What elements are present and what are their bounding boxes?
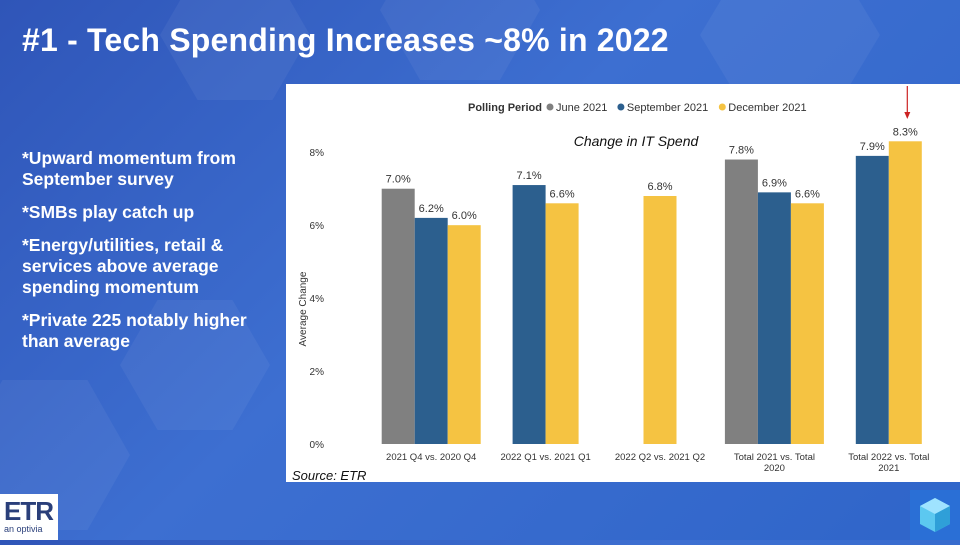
etr-logo-subtext: an optivia [4, 524, 43, 534]
bullet-list: *Upward momentum from September survey *… [22, 148, 290, 364]
data-label: 6.6% [795, 188, 820, 200]
chart-title: Change in IT Spend [574, 133, 700, 149]
bar-chart: Polling Period June 2021 September 2021 Dec… [298, 86, 929, 474]
legend-marker [617, 103, 625, 111]
legend-title: Polling Period [468, 102, 542, 114]
x-tick-label: 2022 Q2 vs. 2021 Q2 [615, 452, 705, 463]
y-tick-label: 6% [310, 221, 325, 232]
y-tick-label: 0% [310, 440, 325, 451]
cube-logo-icon [910, 490, 960, 540]
data-label: 7.1% [517, 170, 542, 182]
source-label: Source: ETR [292, 468, 367, 483]
bar [447, 225, 481, 444]
y-tick-label: 4% [310, 294, 325, 305]
bar [643, 196, 677, 444]
bar [855, 155, 889, 444]
data-label: 6.8% [647, 181, 672, 193]
x-tick-label: 2020 [764, 463, 785, 474]
data-label: 6.6% [550, 188, 575, 200]
y-tick-label: 8% [310, 148, 325, 159]
x-tick-label: 2021 [878, 463, 899, 474]
data-label: 7.8% [729, 145, 754, 157]
bar [757, 192, 791, 444]
data-label: 7.0% [386, 174, 411, 186]
bar [790, 203, 824, 444]
y-tick-label: 2% [310, 367, 325, 378]
data-label: 6.0% [452, 210, 477, 222]
etr-logo: ETR an optivia [0, 494, 58, 540]
legend-marker [546, 103, 554, 111]
data-label: 8.3% [893, 126, 918, 138]
bar [888, 141, 922, 444]
bullet-item: *SMBs play catch up [22, 202, 195, 222]
x-tick-label: Total 2022 vs. Total [848, 452, 929, 463]
x-tick-label: Total 2021 vs. Total [734, 452, 815, 463]
bar [414, 217, 448, 444]
slide-title: #1 - Tech Spending Increases ~8% in 2022 [22, 22, 669, 58]
bullet-item: *Energy/utilities, retail & services abo… [22, 235, 224, 297]
legend-entry: December 2021 [728, 102, 806, 114]
legend-marker [718, 103, 726, 111]
data-label: 7.9% [860, 141, 885, 153]
data-label: 6.9% [762, 177, 787, 189]
legend-entry: June 2021 [556, 102, 607, 114]
bar [381, 188, 415, 444]
y-axis-label: Average Change [298, 271, 309, 346]
chart-panel: Polling Period June 2021 September 2021 Dec… [286, 84, 960, 483]
bar [545, 203, 579, 444]
bar [724, 159, 758, 444]
highlight-arrowhead-icon [904, 112, 911, 119]
bullet-item: *Private 225 notably higher than average [22, 310, 247, 351]
bullet-item: *Upward momentum from September survey [22, 148, 236, 189]
legend-entry: September 2021 [627, 102, 708, 114]
data-label: 6.2% [419, 203, 444, 215]
x-tick-label: 2021 Q4 vs. 2020 Q4 [386, 452, 476, 463]
x-tick-label: 2022 Q1 vs. 2021 Q1 [500, 452, 590, 463]
etr-logo-text: ETR [4, 496, 54, 526]
bar [512, 185, 546, 444]
